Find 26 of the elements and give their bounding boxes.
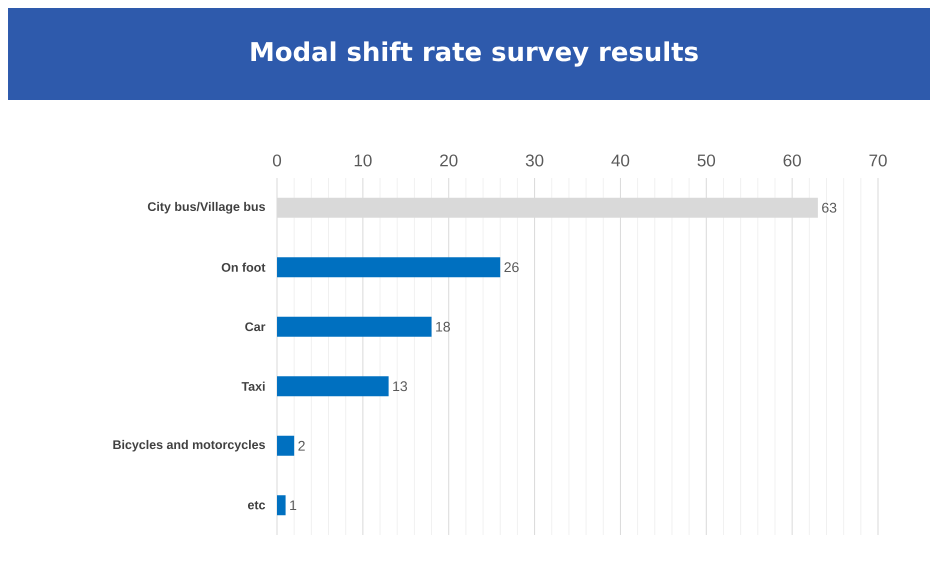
data-label: 63: [822, 202, 836, 213]
y-tick-label: Bicycles and motorcycles: [113, 440, 265, 452]
x-tick-label: 70: [869, 154, 887, 166]
y-tick-label: City bus/Village bus: [148, 202, 265, 214]
data-label: 26: [504, 262, 519, 272]
bar: [277, 436, 294, 456]
x-tick-label: 30: [526, 154, 544, 166]
x-tick-label: 10: [354, 154, 372, 166]
y-tick-label: Car: [245, 322, 266, 332]
x-tick-label: 0: [272, 154, 282, 166]
x-tick-label: 50: [698, 154, 716, 166]
y-tick-label: On foot: [222, 262, 266, 272]
bar: [277, 257, 500, 278]
y-tick-label: Taxi: [242, 382, 265, 391]
y-tick-label: etc: [248, 501, 266, 510]
bar: [277, 495, 286, 516]
x-tick-label: 60: [784, 154, 801, 166]
data-label: 18: [436, 322, 450, 332]
bar: [277, 316, 432, 337]
data-label: 13: [393, 381, 408, 392]
chart-title: Modal shift rate survey results: [251, 41, 698, 67]
data-label: 2: [298, 440, 305, 451]
data-label: 1: [290, 500, 296, 510]
x-tick-label: 20: [440, 154, 458, 166]
bar: [277, 376, 389, 396]
x-tick-label: 40: [611, 154, 630, 166]
